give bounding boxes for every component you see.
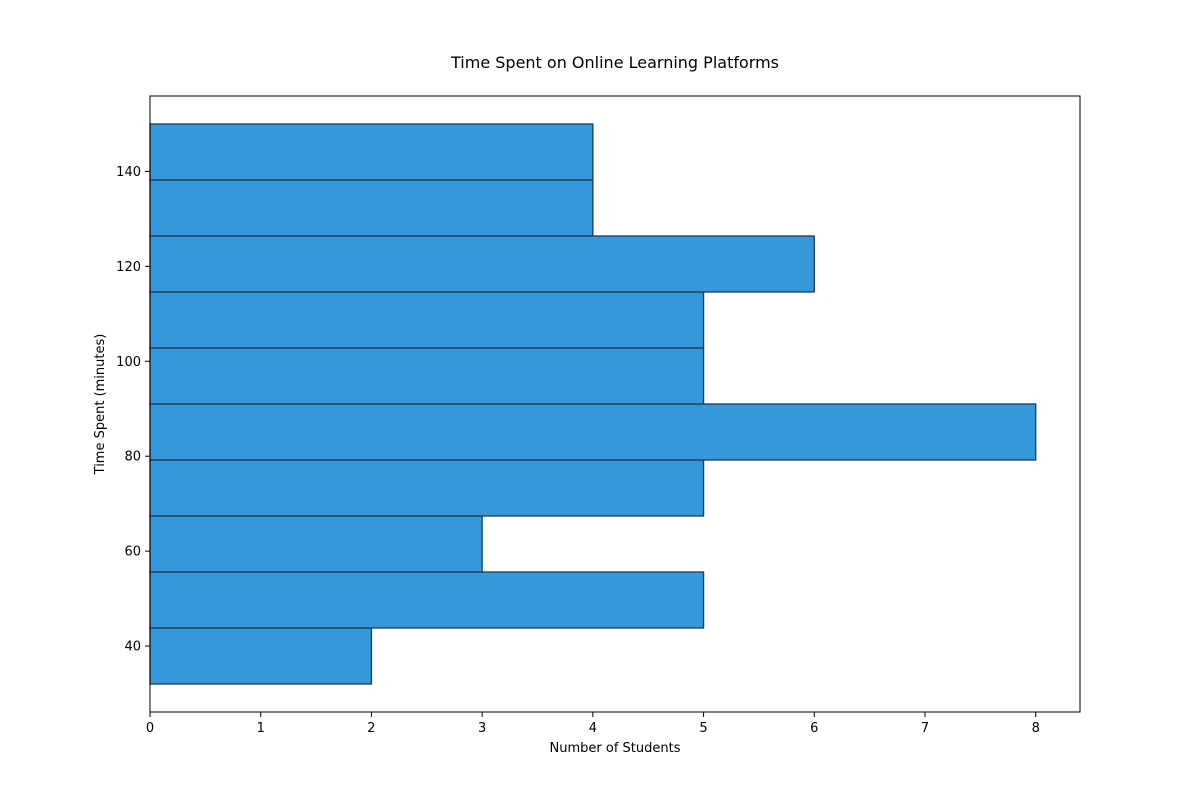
plot-frame [149,95,1081,713]
x-tick-label: 5 [699,721,707,736]
x-axis-ticks: 0 1 2 3 4 5 6 7 8 [146,712,1040,736]
x-tick-label: 3 [478,721,486,736]
chart-title: Time Spent on Online Learning Platforms [450,53,779,72]
y-tick-label: 120 [116,260,141,275]
x-tick-label: 2 [367,721,375,736]
y-tick-label: 140 [116,165,141,180]
x-tick-label: 8 [1032,721,1040,736]
x-tick-label: 6 [810,721,818,736]
y-tick-label: 60 [124,545,141,560]
histogram-bar-9 [149,179,594,237]
histogram-bar-8 [149,235,815,293]
x-tick-label: 7 [921,721,929,736]
y-tick-label: 80 [124,450,141,465]
y-tick-label: 40 [124,640,141,655]
histogram-bar-3 [149,515,483,573]
histogram-bar-6 [149,347,705,405]
x-tick-label: 4 [589,721,597,736]
x-tick-label: 1 [257,721,265,736]
x-axis-label: Number of Students [550,741,681,756]
histogram-bar-5 [149,403,1037,461]
histogram-bar-2 [149,571,705,629]
histogram-bar-1 [149,627,373,685]
histogram-bar-4 [149,459,705,517]
y-axis-label: Time Spent (minutes) [93,334,108,476]
bars-group [149,123,1037,685]
x-tick-label: 0 [146,721,154,736]
histogram-bar-7 [149,291,705,349]
y-axis-ticks: 40 60 80 100 120 140 [116,165,150,655]
histogram-bar-10 [149,123,594,181]
y-tick-label: 100 [116,355,141,370]
